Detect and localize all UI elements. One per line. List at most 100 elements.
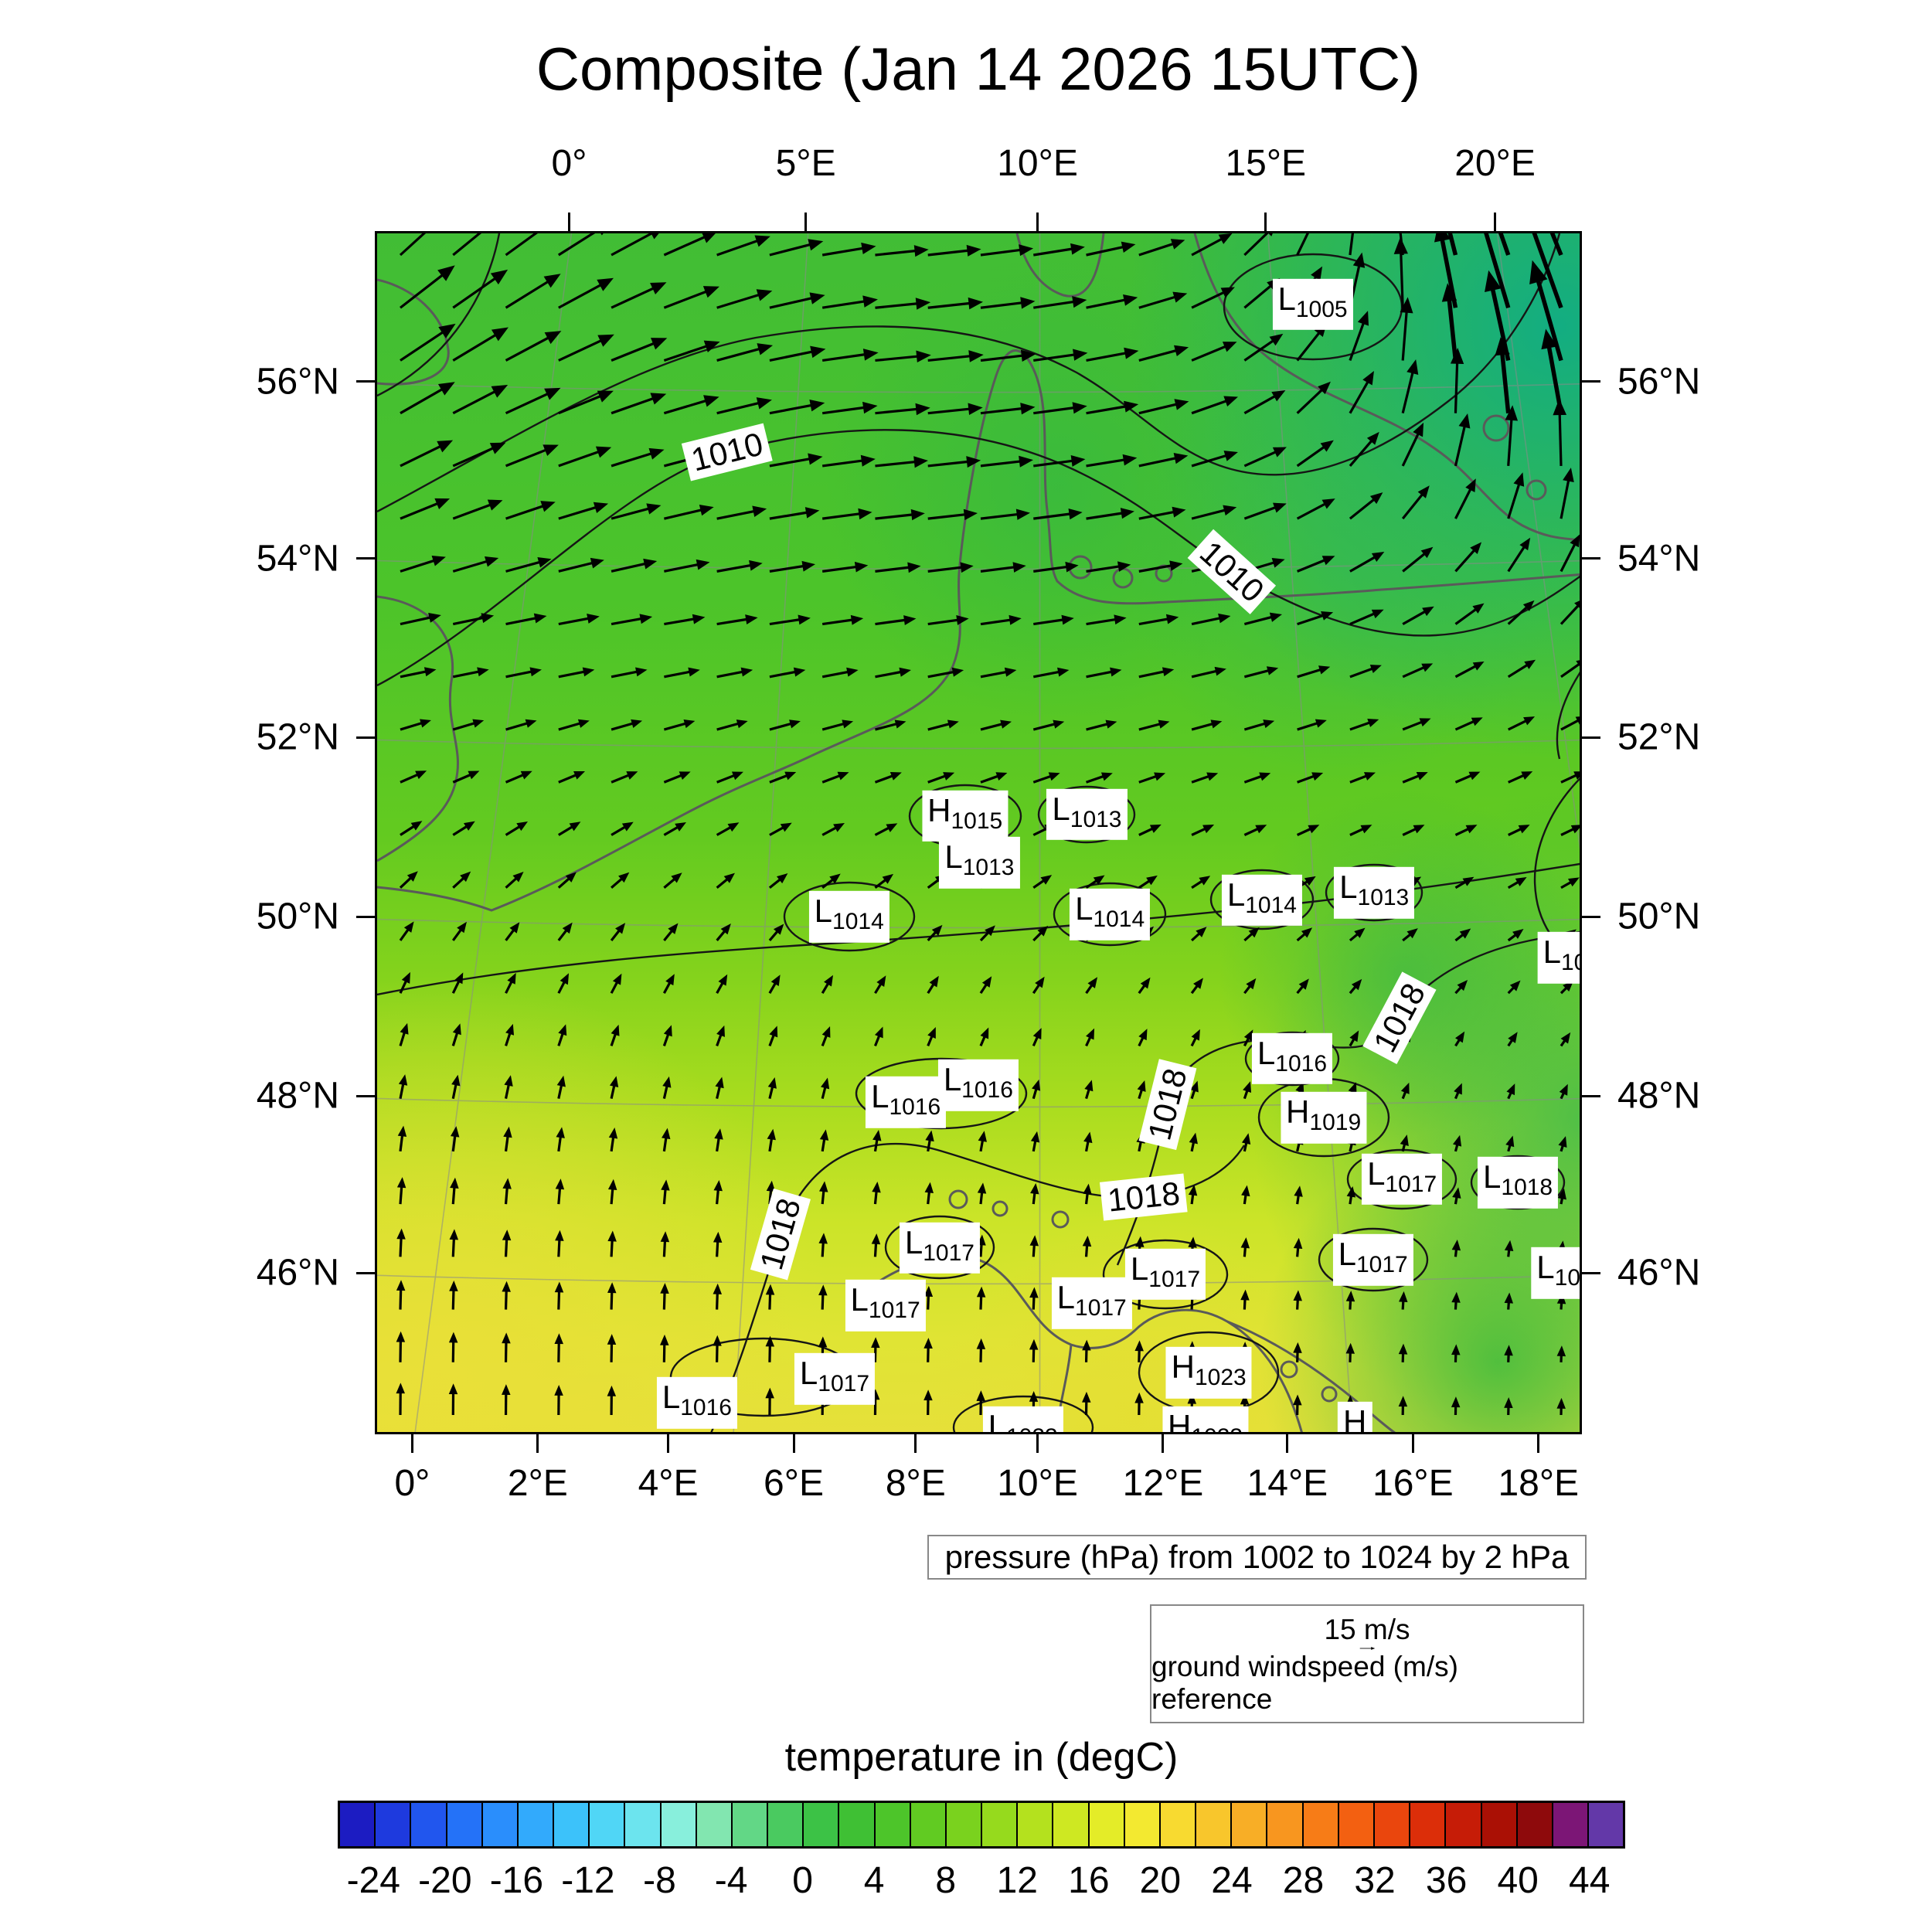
colorbar-cell <box>590 1803 626 1846</box>
pressure-center-label: L1005 <box>1272 278 1353 331</box>
colorbar-tick-label: -12 <box>561 1860 615 1901</box>
colorbar-cell <box>1553 1803 1590 1846</box>
axis-tick <box>1537 1434 1540 1453</box>
pressure-center-label: L1017 <box>1051 1277 1132 1329</box>
pressure-center-label: L1013 <box>1334 867 1415 919</box>
axis-tick <box>914 1434 917 1453</box>
lat-label-left: 56°N <box>256 361 339 403</box>
colorbar-tick-label: 16 <box>1068 1860 1110 1901</box>
colorbar-cell <box>447 1803 483 1846</box>
colorbar-cell <box>1517 1803 1553 1846</box>
pressure-center-label: H1023 <box>1162 1406 1249 1432</box>
lat-label-left: 50°N <box>256 896 339 937</box>
axis-tick <box>536 1434 539 1453</box>
axis-tick <box>1286 1434 1289 1453</box>
contour-value-label: 1018 <box>1362 971 1437 1065</box>
colorbar-cell <box>554 1803 590 1846</box>
contour-value-label: 1010 <box>1187 529 1277 614</box>
axis-tick <box>1036 213 1039 231</box>
lat-label-right: 48°N <box>1617 1075 1701 1117</box>
pressure-center-label: L1014 <box>1070 889 1151 940</box>
pressure-center-label: L1014 <box>1221 874 1302 926</box>
colorbar-cell <box>340 1803 376 1846</box>
axis-tick <box>1494 213 1497 231</box>
colorbar-tick-label: 28 <box>1282 1860 1325 1901</box>
contour-value-label: 1018 <box>1138 1059 1197 1151</box>
colorbar-cell <box>1232 1803 1268 1846</box>
colorbar-cell <box>1589 1803 1624 1846</box>
axis-tick <box>1582 1094 1600 1097</box>
pressure-center-label: L10 <box>1537 932 1580 984</box>
axis-tick <box>1582 1271 1600 1274</box>
lat-label-left: 54°N <box>256 538 339 579</box>
pressure-center-label: L1018 <box>1478 1157 1559 1209</box>
pressure-center-label: L1013 <box>939 837 1020 889</box>
lon-label-bottom: 4°E <box>638 1463 699 1504</box>
pressure-center-label: L1014 <box>808 891 889 943</box>
colorbar-cell <box>768 1803 804 1846</box>
colorbar-tick-label: 8 <box>935 1860 957 1901</box>
graticule <box>377 233 1580 1432</box>
colorbar-cell <box>1481 1803 1518 1846</box>
axis-tick <box>356 1271 375 1274</box>
colorbar-cell <box>839 1803 876 1846</box>
pressure-center-label: L1017 <box>845 1280 926 1332</box>
axis-tick <box>567 213 570 231</box>
colorbar-tick-label: 4 <box>863 1860 885 1901</box>
colorbar-cell <box>1374 1803 1411 1846</box>
lon-label-top: 15°E <box>1225 143 1307 184</box>
lon-label-bottom: 8°E <box>885 1463 946 1504</box>
lat-label-left: 46°N <box>256 1252 339 1294</box>
colorbar-tick-label: -20 <box>418 1860 472 1901</box>
pressure-center-label: H1019 <box>1281 1092 1367 1144</box>
coastlines <box>377 233 1580 1432</box>
colorbar-tick-label: -4 <box>714 1860 748 1901</box>
colorbar-tick-label: 44 <box>1569 1860 1611 1901</box>
colorbar-tick-label: -16 <box>489 1860 544 1901</box>
pressure-center-label: L1017 <box>1362 1153 1443 1205</box>
lat-label-right: 46°N <box>1617 1252 1701 1294</box>
contour-value-label: 1018 <box>1099 1173 1188 1221</box>
colorbar-cell <box>696 1803 733 1846</box>
colorbar-cell <box>732 1803 769 1846</box>
lat-label-right: 52°N <box>1617 716 1701 758</box>
colorbar-cell <box>518 1803 555 1846</box>
lon-label-top: 10°E <box>997 143 1078 184</box>
wind-legend-box: 15 m/s ground windspeed (m/s) reference <box>1150 1604 1584 1723</box>
axis-tick <box>1582 557 1600 560</box>
pressure-center-label: L1023 <box>982 1406 1063 1432</box>
pressure-label-layer: L1005 H1015 L1013 L1013 L1014 L1014 L1014 L1013… <box>377 233 1580 1432</box>
lon-label-bottom: 18°E <box>1498 1463 1580 1504</box>
colorbar-tick-label: 0 <box>792 1860 813 1901</box>
contour-value-label: 1010 <box>681 423 774 481</box>
colorbar-cell <box>804 1803 840 1846</box>
colorbar-cell <box>982 1803 1019 1846</box>
pressure-center-label: L102 <box>1531 1247 1580 1299</box>
axis-tick <box>1411 1434 1414 1453</box>
pressure-center-label: L1013 <box>1046 788 1128 841</box>
axis-tick <box>356 736 375 739</box>
axis-tick <box>1036 1434 1039 1453</box>
pressure-center-label: H1023 <box>1165 1347 1252 1399</box>
wind-vectors <box>396 233 1580 1416</box>
pressure-center-label: H1015 <box>922 790 1009 842</box>
colorbar-cell <box>1089 1803 1125 1846</box>
colorbar-tick-label: 40 <box>1497 1860 1539 1901</box>
colorbar-cell <box>1303 1803 1339 1846</box>
pressure-center-label: L1016 <box>937 1060 1019 1111</box>
lat-label-left: 48°N <box>256 1075 339 1117</box>
colorbar-cell <box>1446 1803 1482 1846</box>
colorbar-cell <box>875 1803 911 1846</box>
colorbar-cell <box>482 1803 519 1846</box>
wind-legend-caption: ground windspeed (m/s) reference <box>1151 1651 1458 1715</box>
axis-tick <box>792 1434 795 1453</box>
chart-title: Composite (Jan 14 2026 15UTC) <box>536 35 1421 103</box>
axis-tick <box>1264 213 1267 231</box>
lon-label-top: 20°E <box>1454 143 1536 184</box>
colorbar-tick-labels: -24 -20 -16 -12 -8 -4 0 4 8 12 16 20 24 28 32 36 40 44 <box>0 1859 1932 1909</box>
axis-tick <box>356 1094 375 1097</box>
colorbar-cell <box>1053 1803 1090 1846</box>
wind-reference-arrow <box>1359 1647 1376 1650</box>
colorbar-cell <box>625 1803 662 1846</box>
